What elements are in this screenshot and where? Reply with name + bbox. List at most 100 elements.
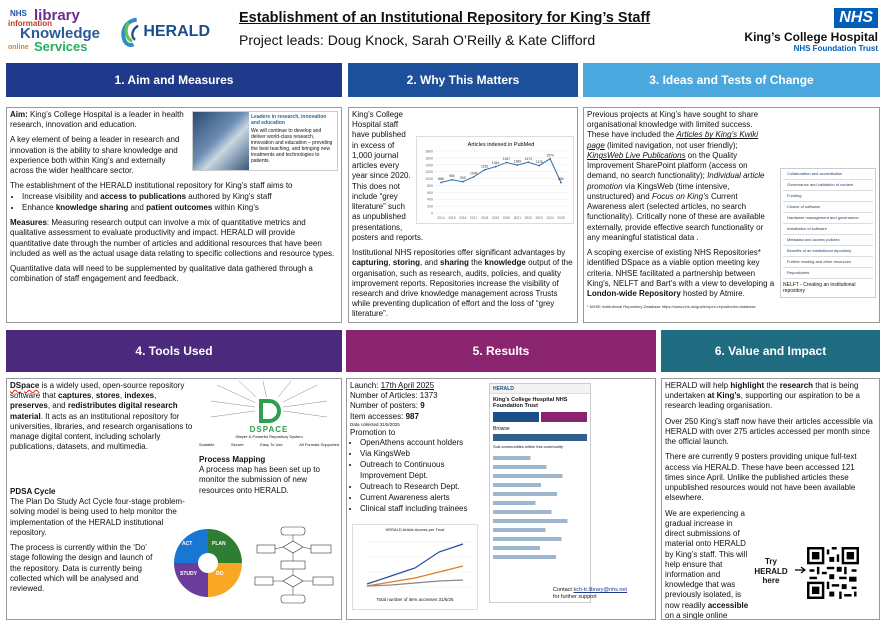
process-mapping: Process Mapping A process map has been s… [199, 455, 337, 496]
pdsa-cycle-diagram: PLAN DO STUDY ACT [172, 527, 244, 599]
screenshot-row [493, 491, 587, 496]
repo-guide-item: Funding [783, 193, 873, 202]
pdsa-label: PLAN [212, 541, 226, 547]
dspace-feature: Scalable [199, 442, 215, 447]
screenshot-row [493, 455, 587, 460]
data-label: 1252 [481, 164, 489, 168]
data-point [560, 181, 562, 184]
nelft-repo-guide: Collaboration and accreditation Governanc… [780, 168, 876, 298]
access-count: Item accesses: 987 [350, 411, 419, 421]
posters-count: Number of posters: 9 [350, 401, 425, 411]
pdsa-label: STUDY [180, 571, 197, 577]
x-tick-label: 2018 [481, 216, 489, 220]
y-tick-label: 1200 [425, 170, 433, 174]
repo-guide-item: Further reading and other resources [783, 259, 873, 268]
screenshot-row [493, 527, 587, 532]
screenshot-row [493, 500, 587, 505]
pdsa-label: ACT [182, 541, 193, 547]
promo-item: Clinical staff including trainees [360, 504, 486, 514]
data-point [494, 165, 497, 168]
pubmed-chart-svg: Articles indexed in PubMed 1800 1600 1400 12… [425, 142, 567, 220]
quant-text: Quantitative data will need to be supple… [10, 264, 313, 284]
s1-image-title: Leaders in research, innovation and educ… [251, 114, 327, 126]
section-3-body: Collaboration and accreditation Governanc… [583, 107, 880, 323]
data-point [549, 157, 551, 160]
x-tick-label: 2021 [514, 216, 522, 220]
screenshot-row [493, 473, 587, 478]
x-tick-label: 2025 [557, 216, 565, 220]
data-point [483, 168, 486, 171]
promo-item: Outreach to Continuous Improvement Dept. [360, 460, 486, 480]
y-tick-label: 600 [427, 191, 433, 195]
data-point [472, 175, 475, 178]
dspace-diagram: DSPACE Simple & Powerful Repository Syst… [199, 379, 339, 451]
collected-note: Data collected 31/5/2025 [350, 421, 400, 427]
data-label: 886 [438, 177, 444, 181]
data-point [527, 161, 530, 164]
y-tick-label: 1800 [425, 150, 433, 154]
aim-text-2: A key element of being a leader in resea… [10, 135, 180, 176]
data-label: 1389 [514, 160, 522, 164]
section-3-title: 3. Ideas and Tests of Change [649, 73, 814, 87]
kls-logo-library: library [34, 7, 80, 24]
section-4-title: 4. Tools Used [135, 344, 213, 358]
data-label: 1376 [536, 160, 544, 164]
promo-item: OpenAthens account holders [360, 438, 486, 448]
arrow-icon [795, 566, 806, 574]
section-6-title: 6. Value and Impact [714, 344, 827, 358]
repo-guide-caption: NELFT - Creating an institutional reposi… [783, 282, 856, 294]
aim-list: Increase visibility and access to public… [22, 192, 338, 213]
section-1-header: 1. Aim and Measures [6, 63, 342, 97]
dspace-features: Scalable Secure Easy To Use All Formats Sup… [199, 442, 339, 447]
screenshot-row [493, 554, 587, 559]
screenshot-browse: Browse [493, 426, 510, 433]
data-label: 1473 [525, 157, 533, 161]
surgery-photo [193, 112, 249, 170]
data-label: 882 [558, 177, 564, 181]
dspace-feature: Easy To Use [260, 442, 283, 447]
screenshot-row [493, 545, 587, 550]
herald-screenshot: HERALD King’s College Hospital NHS Found… [489, 383, 591, 603]
value-text-1: HERALD will help highlight the research … [665, 381, 860, 411]
access-chart-svg [365, 541, 473, 588]
ideas-text-1: Previous projects at King’s have sought … [587, 110, 765, 242]
screenshot-row [493, 509, 587, 514]
repo-guide-item: Installation of software [783, 226, 873, 235]
section-2-header: 2. Why This Matters [348, 63, 578, 97]
y-tick-label: 0 [431, 212, 433, 216]
dspace-feature: All Formats Supported [299, 442, 339, 447]
ideas-text-2: A scoping exercise of existing NHS Repos… [587, 248, 775, 298]
promo-item: Via KingsWeb [360, 449, 486, 459]
data-label: 1344 [492, 161, 500, 165]
qr-code-icon[interactable] [807, 547, 859, 599]
section-4-body: DSPACE Simple & Powerful Repository Syst… [6, 378, 342, 620]
process-mapping-text: A process map has been set up to monitor… [199, 465, 320, 495]
pdsa-title: PDSA Cycle [10, 487, 56, 496]
dspace-text: DSpace is a widely used, open-source rep… [10, 381, 193, 452]
x-tick-label: 2023 [536, 216, 544, 220]
ideas-footnote: * NHSE Institutional Repository Database… [587, 304, 756, 310]
y-tick-label: 800 [427, 184, 433, 188]
x-tick-label: 2014 [437, 216, 445, 220]
contact-email-link[interactable]: kch-tr.library@nhs.net [573, 587, 628, 593]
data-label: 909 [460, 176, 466, 180]
screenshot-row [493, 536, 587, 541]
repo-guide-item: Choice of software [783, 204, 873, 213]
y-tick-label: 1400 [425, 163, 433, 167]
process-map-diagram [251, 525, 339, 615]
data-point [461, 180, 464, 183]
s1-image: Leaders in research, innovation and educ… [192, 111, 338, 171]
data-point [440, 181, 442, 184]
dspace-feature: Secure [230, 442, 244, 447]
x-tick-label: 2020 [503, 216, 511, 220]
dspace-tagline: Simple & Powerful Repository System [235, 434, 303, 439]
results-text: Launch: 17th April 2025 Number of Articl… [350, 381, 486, 516]
aim-text: King’s College Hospital is a leader in h… [10, 110, 184, 130]
data-point [516, 164, 519, 167]
repo-guide-list: Collaboration and accreditation Governanc… [783, 171, 873, 279]
dspace-logo-icon [210, 380, 328, 423]
process-map-icon [254, 526, 334, 604]
x-tick-label: 2016 [459, 216, 467, 220]
try-herald-label[interactable]: Try HERALD here [754, 557, 788, 586]
x-tick-label: 2019 [492, 216, 500, 220]
